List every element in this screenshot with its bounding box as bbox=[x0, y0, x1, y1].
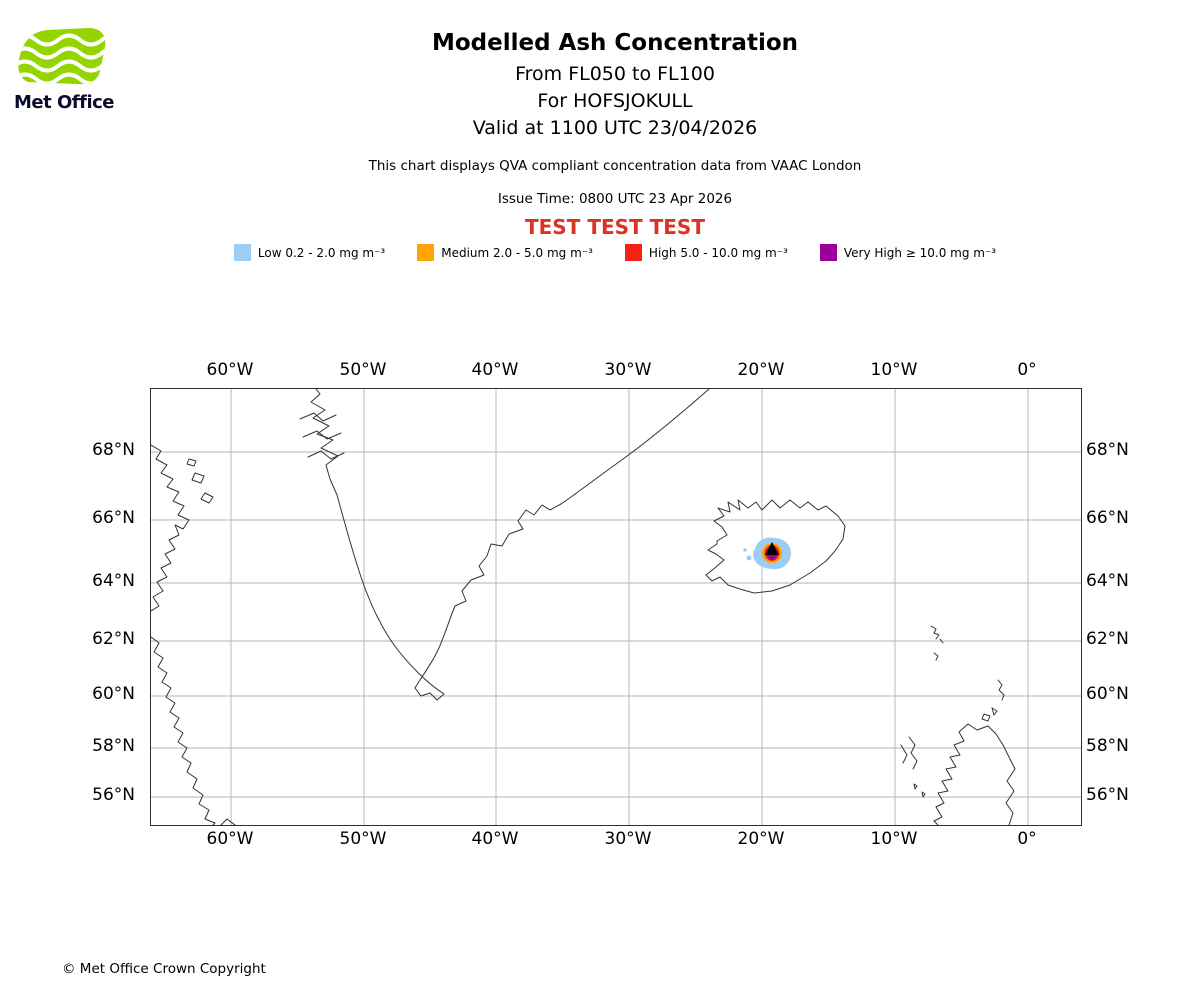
lat-label-right-58n: 58°N bbox=[1086, 736, 1129, 756]
legend-label-low: Low 0.2 - 2.0 mg m⁻³ bbox=[257, 245, 386, 260]
subtitle-flight-levels: From FL050 to FL100 bbox=[515, 63, 715, 85]
lon-label-bottom-50w: 50°W bbox=[339, 829, 387, 849]
lat-label-left-68n: 68°N bbox=[92, 440, 135, 460]
shetland-orkney-coastline bbox=[981, 679, 1005, 722]
met-office-logo: Met Office bbox=[14, 26, 134, 113]
legend-label-very-high: Very High ≥ 10.0 mg m⁻³ bbox=[843, 245, 997, 260]
lon-label-bottom-40w: 40°W bbox=[471, 829, 519, 849]
lat-label-right-66n: 66°N bbox=[1086, 508, 1129, 528]
ash-plume bbox=[743, 537, 791, 570]
iceland-coastline bbox=[705, 499, 846, 594]
legend-item-high: High 5.0 - 10.0 mg m⁻³ bbox=[624, 244, 788, 261]
lon-label-top-0: 0° bbox=[1017, 360, 1037, 380]
ash-contour-low-fragment bbox=[743, 548, 747, 552]
greenland-coastline bbox=[310, 389, 710, 701]
lat-label-left-66n: 66°N bbox=[92, 508, 135, 528]
ash-contour-low-fragment bbox=[746, 555, 752, 561]
lat-label-right-68n: 68°N bbox=[1086, 440, 1129, 460]
legend-label-medium: Medium 2.0 - 5.0 mg m⁻³ bbox=[441, 245, 593, 260]
lat-label-right-60n: 60°N bbox=[1086, 684, 1129, 704]
qva-compliance-note: This chart displays QVA compliant concen… bbox=[368, 158, 862, 174]
legend-item-medium: Medium 2.0 - 5.0 mg m⁻³ bbox=[417, 244, 593, 261]
lat-label-left-58n: 58°N bbox=[92, 736, 135, 756]
graticule-grid bbox=[151, 389, 1081, 825]
legend-item-low: Low 0.2 - 2.0 mg m⁻³ bbox=[233, 244, 386, 261]
lat-label-right-56n: 56°N bbox=[1086, 785, 1129, 805]
concentration-legend: Low 0.2 - 2.0 mg m⁻³ Medium 2.0 - 5.0 mg… bbox=[30, 244, 1200, 261]
lon-label-bottom-30w: 30°W bbox=[604, 829, 652, 849]
lon-label-bottom-20w: 20°W bbox=[737, 829, 785, 849]
lon-label-top-50w: 50°W bbox=[339, 360, 387, 380]
lon-label-bottom-60w: 60°W bbox=[206, 829, 254, 849]
lat-label-left-60n: 60°N bbox=[92, 684, 135, 704]
canada-coastline bbox=[151, 444, 236, 825]
lat-label-left-56n: 56°N bbox=[92, 785, 135, 805]
subtitle-valid-time: Valid at 1100 UTC 23/04/2026 bbox=[472, 117, 758, 139]
scotland-coastline bbox=[933, 723, 1016, 825]
logo-wave-icon bbox=[18, 28, 106, 85]
lon-label-top-60w: 60°W bbox=[206, 360, 254, 380]
hebrides-coastline bbox=[900, 736, 926, 798]
lon-label-bottom-10w: 10°W bbox=[870, 829, 918, 849]
lon-label-top-30w: 30°W bbox=[604, 360, 652, 380]
lat-label-left-64n: 64°N bbox=[92, 571, 135, 591]
legend-swatch-low bbox=[233, 244, 251, 261]
volcano-marker bbox=[765, 542, 779, 555]
test-banner: TEST TEST TEST bbox=[525, 215, 705, 239]
lat-label-right-64n: 64°N bbox=[1086, 571, 1129, 591]
subtitle-volcano: For HOFSJOKULL bbox=[537, 90, 693, 112]
greenland-fjords bbox=[299, 412, 345, 460]
lon-label-top-10w: 10°W bbox=[870, 360, 918, 380]
legend-label-high: High 5.0 - 10.0 mg m⁻³ bbox=[648, 245, 788, 260]
lon-label-top-40w: 40°W bbox=[471, 360, 519, 380]
legend-swatch-medium bbox=[417, 244, 435, 261]
lat-label-right-62n: 62°N bbox=[1086, 629, 1129, 649]
faroe-islands-coastline bbox=[930, 625, 944, 661]
legend-swatch-high bbox=[624, 244, 642, 261]
issue-time: Issue Time: 0800 UTC 23 Apr 2026 bbox=[497, 191, 733, 207]
lat-label-left-62n: 62°N bbox=[92, 629, 135, 649]
map-canvas bbox=[150, 388, 1082, 826]
logo-wordmark: Met Office bbox=[14, 92, 115, 113]
lon-label-bottom-0: 0° bbox=[1017, 829, 1037, 849]
page-title: Modelled Ash Concentration bbox=[431, 30, 799, 56]
lon-label-top-20w: 20°W bbox=[737, 360, 785, 380]
legend-item-very-high: Very High ≥ 10.0 mg m⁻³ bbox=[819, 244, 997, 261]
copyright-notice: © Met Office Crown Copyright bbox=[62, 961, 266, 977]
legend-swatch-very-high bbox=[819, 244, 837, 261]
